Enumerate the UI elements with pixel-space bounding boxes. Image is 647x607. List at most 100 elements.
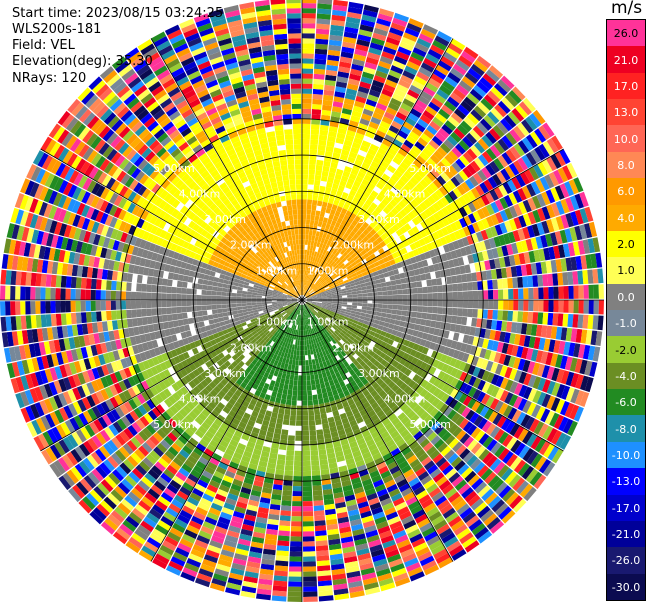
ppi-gate	[417, 551, 433, 562]
ppi-gate	[353, 53, 367, 62]
ppi-gate	[511, 176, 522, 190]
ppi-gate	[329, 121, 339, 128]
ppi-gate	[287, 364, 292, 370]
ppi-gate	[349, 243, 356, 250]
ppi-gate	[431, 544, 446, 556]
ppi-gate	[528, 336, 536, 349]
ppi-gate	[450, 495, 464, 507]
ppi-gate	[325, 223, 331, 230]
ppi-gate	[293, 481, 302, 487]
ppi-gate	[380, 535, 394, 544]
ppi-gate	[312, 98, 323, 105]
ppi-gate	[584, 376, 594, 393]
ppi-gate	[418, 325, 426, 333]
ppi-gate	[274, 428, 282, 435]
ppi-gate	[513, 370, 523, 383]
ppi-gate	[320, 413, 328, 420]
ppi-gate	[416, 490, 429, 500]
ppi-gate	[560, 355, 568, 370]
ppi-gate	[360, 268, 367, 274]
ppi-gate	[311, 295, 317, 298]
ppi-gate	[323, 94, 334, 101]
ppi-gate	[351, 288, 357, 292]
ppi-gate	[403, 419, 414, 429]
ppi-gate	[458, 393, 468, 404]
ppi-gate	[532, 109, 546, 125]
ppi-gate	[325, 207, 332, 214]
ppi-gate	[317, 283, 322, 288]
ppi-gate	[268, 421, 276, 428]
ppi-gate	[550, 397, 561, 412]
ppi-gate	[302, 128, 311, 135]
ppi-gate	[369, 357, 377, 364]
ppi-gate	[302, 345, 305, 351]
ppi-gate	[317, 149, 325, 156]
ppi-gate	[592, 315, 599, 330]
ppi-gate	[311, 359, 316, 365]
ppi-gate	[383, 272, 390, 278]
ppi-gate	[396, 371, 404, 379]
ppi-gate	[309, 306, 314, 311]
ppi-gate	[302, 254, 305, 260]
ppi-gate	[392, 368, 400, 376]
ppi-gate	[534, 456, 547, 471]
ppi-gate	[330, 558, 344, 566]
ppi-gate	[364, 265, 371, 272]
ppi-gate	[304, 254, 307, 260]
ppi-gate	[311, 277, 315, 283]
ppi-gate	[319, 351, 324, 358]
ppi-gate	[340, 396, 347, 404]
ppi-gate	[362, 235, 370, 243]
ppi-gate	[589, 361, 598, 377]
ppi-gate	[231, 434, 241, 443]
ppi-gate	[431, 278, 438, 286]
ppi-gate	[310, 240, 315, 246]
ppi-gate	[355, 324, 362, 330]
ppi-gate	[404, 27, 420, 38]
ppi-gate	[268, 513, 280, 521]
ppi-gate	[285, 347, 289, 354]
ppi-gate	[363, 4, 379, 13]
ppi-gate	[438, 460, 451, 472]
ppi-gate	[380, 263, 387, 269]
ppi-gate	[314, 358, 319, 364]
ppi-gate	[471, 523, 486, 536]
ppi-gate	[309, 224, 314, 231]
ppi-gate	[294, 314, 298, 320]
ppi-gate	[330, 220, 337, 227]
ppi-gate	[356, 39, 370, 47]
ppi-gate	[489, 128, 501, 141]
ppi-gate	[407, 112, 420, 123]
ppi-gate	[275, 555, 289, 562]
ppi-gate	[462, 536, 477, 549]
ppi-gate	[315, 169, 322, 176]
ppi-gate	[331, 436, 340, 443]
ppi-gate	[341, 337, 347, 343]
ppi-gate	[450, 340, 458, 350]
ppi-gate	[317, 580, 332, 587]
ppi-gate	[447, 165, 458, 176]
ppi-gate	[502, 450, 514, 464]
ppi-gate	[290, 369, 295, 376]
ppi-gate	[472, 366, 481, 378]
ppi-gate	[316, 303, 322, 307]
ppi-gate	[356, 261, 363, 267]
ppi-gate	[347, 338, 353, 344]
ppi-gate	[391, 285, 398, 291]
ppi-gate	[423, 326, 430, 334]
ppi-gate	[278, 382, 285, 389]
ppi-gate	[257, 396, 265, 404]
ppi-gate	[454, 220, 463, 230]
ppi-gate	[504, 332, 511, 344]
ppi-gate	[400, 125, 411, 135]
ppi-gate	[436, 30, 452, 43]
ppi-gate	[467, 398, 477, 409]
ppi-gate	[209, 582, 226, 592]
ppi-gate	[528, 250, 536, 263]
ppi-gate	[309, 318, 313, 324]
ppi-gate	[492, 279, 498, 290]
ppi-gate	[317, 8, 332, 15]
ppi-gate	[357, 321, 364, 327]
ppi-gate	[489, 144, 501, 158]
ppi-gate	[401, 310, 408, 317]
